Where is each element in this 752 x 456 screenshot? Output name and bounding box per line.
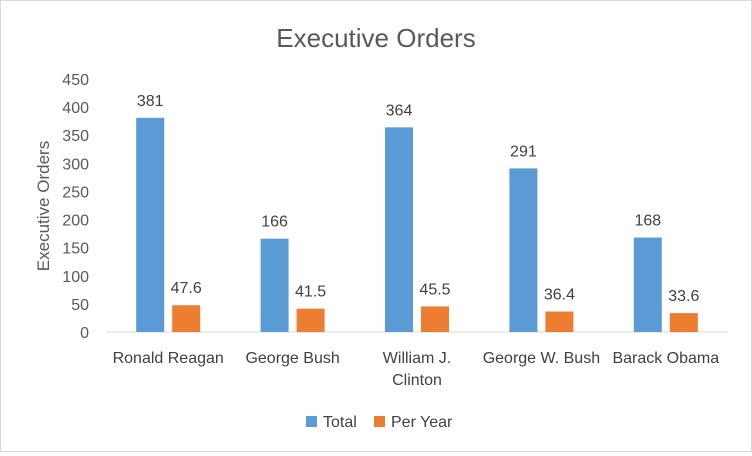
bar-total	[385, 127, 413, 333]
y-axis-title: Executive Orders	[34, 141, 53, 271]
y-tick-label: 300	[62, 156, 89, 173]
y-axis-ticks: 0 50 100 150 200 250 300 350 400 450	[62, 72, 89, 342]
y-tick-label: 150	[62, 241, 89, 258]
data-label: 45.5	[419, 281, 450, 298]
data-label: 47.6	[171, 280, 202, 297]
legend: Total Per Year	[306, 414, 453, 431]
bar-total	[136, 117, 165, 332]
y-tick-label: 200	[62, 213, 89, 230]
bar-total	[260, 238, 289, 332]
data-label: 381	[137, 93, 164, 110]
legend-label: Total	[323, 414, 357, 431]
legend-swatch	[306, 416, 317, 427]
y-tick-label: 100	[62, 269, 89, 286]
category-label: William J.	[383, 350, 451, 367]
category-label: Ronald Reagan	[113, 350, 224, 367]
data-label: 36.4	[544, 287, 575, 304]
bar-total	[633, 237, 662, 332]
y-tick-label: 450	[62, 72, 89, 89]
category-label: George Bush	[245, 350, 339, 367]
y-tick-label: 0	[80, 325, 89, 342]
data-label: 168	[634, 213, 661, 230]
bar-per-year	[545, 311, 574, 332]
data-label: 291	[510, 143, 537, 160]
category-label: George W. Bush	[483, 350, 600, 367]
data-label: 166	[261, 214, 288, 231]
legend-swatch	[374, 416, 385, 427]
data-label: 33.6	[668, 288, 699, 305]
y-tick-label: 400	[62, 100, 89, 117]
category-label: Clinton	[392, 372, 442, 389]
bar-per-year	[172, 305, 201, 332]
y-tick-label: 350	[62, 128, 89, 145]
bar-per-year	[421, 306, 449, 332]
bars	[136, 117, 698, 333]
y-tick-label: 50	[71, 297, 89, 314]
data-labels: 381 166 364 291 168 47.6 41.5 45.5 36.4 33.6	[137, 93, 700, 305]
bar-per-year	[669, 313, 698, 332]
data-label: 41.5	[295, 284, 326, 301]
legend-label: Per Year	[391, 414, 453, 431]
y-tick-label: 250	[62, 184, 89, 201]
bar-total	[509, 168, 538, 332]
chart-title: Executive Orders	[276, 23, 475, 53]
x-axis-labels: Ronald Reagan George Bush William J. Clinto…	[113, 350, 720, 389]
bar-per-year	[296, 308, 325, 332]
category-label: Barack Obama	[612, 350, 719, 367]
data-label: 364	[386, 102, 413, 119]
